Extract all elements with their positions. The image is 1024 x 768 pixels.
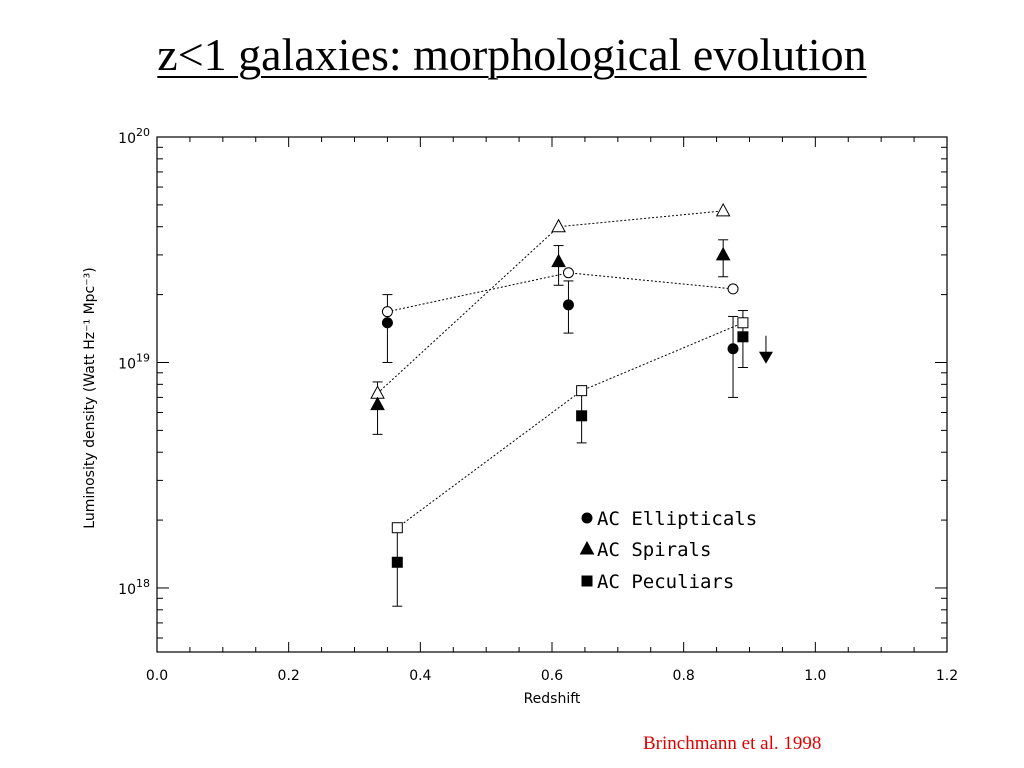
x-tick-label: 0.6 [541, 668, 563, 684]
x-tick-label: 0.0 [146, 668, 168, 684]
y-tick-label: 1018 [118, 577, 150, 598]
filled-circle-marker [562, 299, 574, 311]
upper-limit-arrow [758, 351, 773, 364]
series-connector-circle [387, 272, 734, 313]
series-connector-square [397, 322, 744, 529]
plot-frame [156, 136, 948, 653]
open-circle-marker [562, 267, 574, 279]
open-triangle-marker [551, 218, 566, 233]
legend-square-marker [581, 575, 593, 587]
legend-label: AC Peculiars [597, 571, 734, 593]
y-tick-label: 1019 [118, 351, 150, 372]
x-axis-label: Redshift [524, 691, 581, 707]
filled-triangle-marker [370, 396, 385, 411]
y-axis-label: Luminosity density (Watt Hz⁻¹ Mpc⁻³) [82, 267, 98, 528]
filled-triangle-marker [715, 246, 731, 261]
citation: Brinchmann et al. 1998 [643, 733, 822, 754]
filled-circle-marker [381, 317, 393, 329]
slide-title: z<1 galaxies: morphological evolution [157, 29, 867, 80]
open-square-marker [737, 317, 749, 329]
open-circle-marker [727, 283, 739, 295]
filled-triangle-marker [551, 253, 566, 268]
legend-triangle-marker [579, 540, 595, 555]
legend-circle-marker [581, 512, 593, 524]
series-connector-triangle [377, 210, 724, 394]
filled-square-marker [391, 556, 403, 568]
x-tick-label: 0.8 [673, 668, 695, 684]
x-tick-label: 0.2 [278, 668, 300, 684]
open-square-marker [391, 522, 403, 534]
x-tick-label: 1.0 [804, 668, 826, 684]
open-square-marker [576, 385, 588, 397]
legend-label: AC Ellipticals [597, 508, 757, 530]
filled-square-marker [576, 410, 588, 422]
open-circle-marker [381, 306, 393, 318]
open-triangle-marker [715, 202, 731, 217]
x-tick-label: 0.4 [409, 668, 431, 684]
y-tick-label: 1020 [118, 126, 150, 147]
legend-label: AC Spirals [597, 539, 711, 561]
x-tick-label: 1.2 [936, 668, 958, 684]
filled-circle-marker [727, 343, 739, 355]
open-triangle-marker [370, 385, 385, 399]
filled-square-marker [737, 331, 749, 343]
